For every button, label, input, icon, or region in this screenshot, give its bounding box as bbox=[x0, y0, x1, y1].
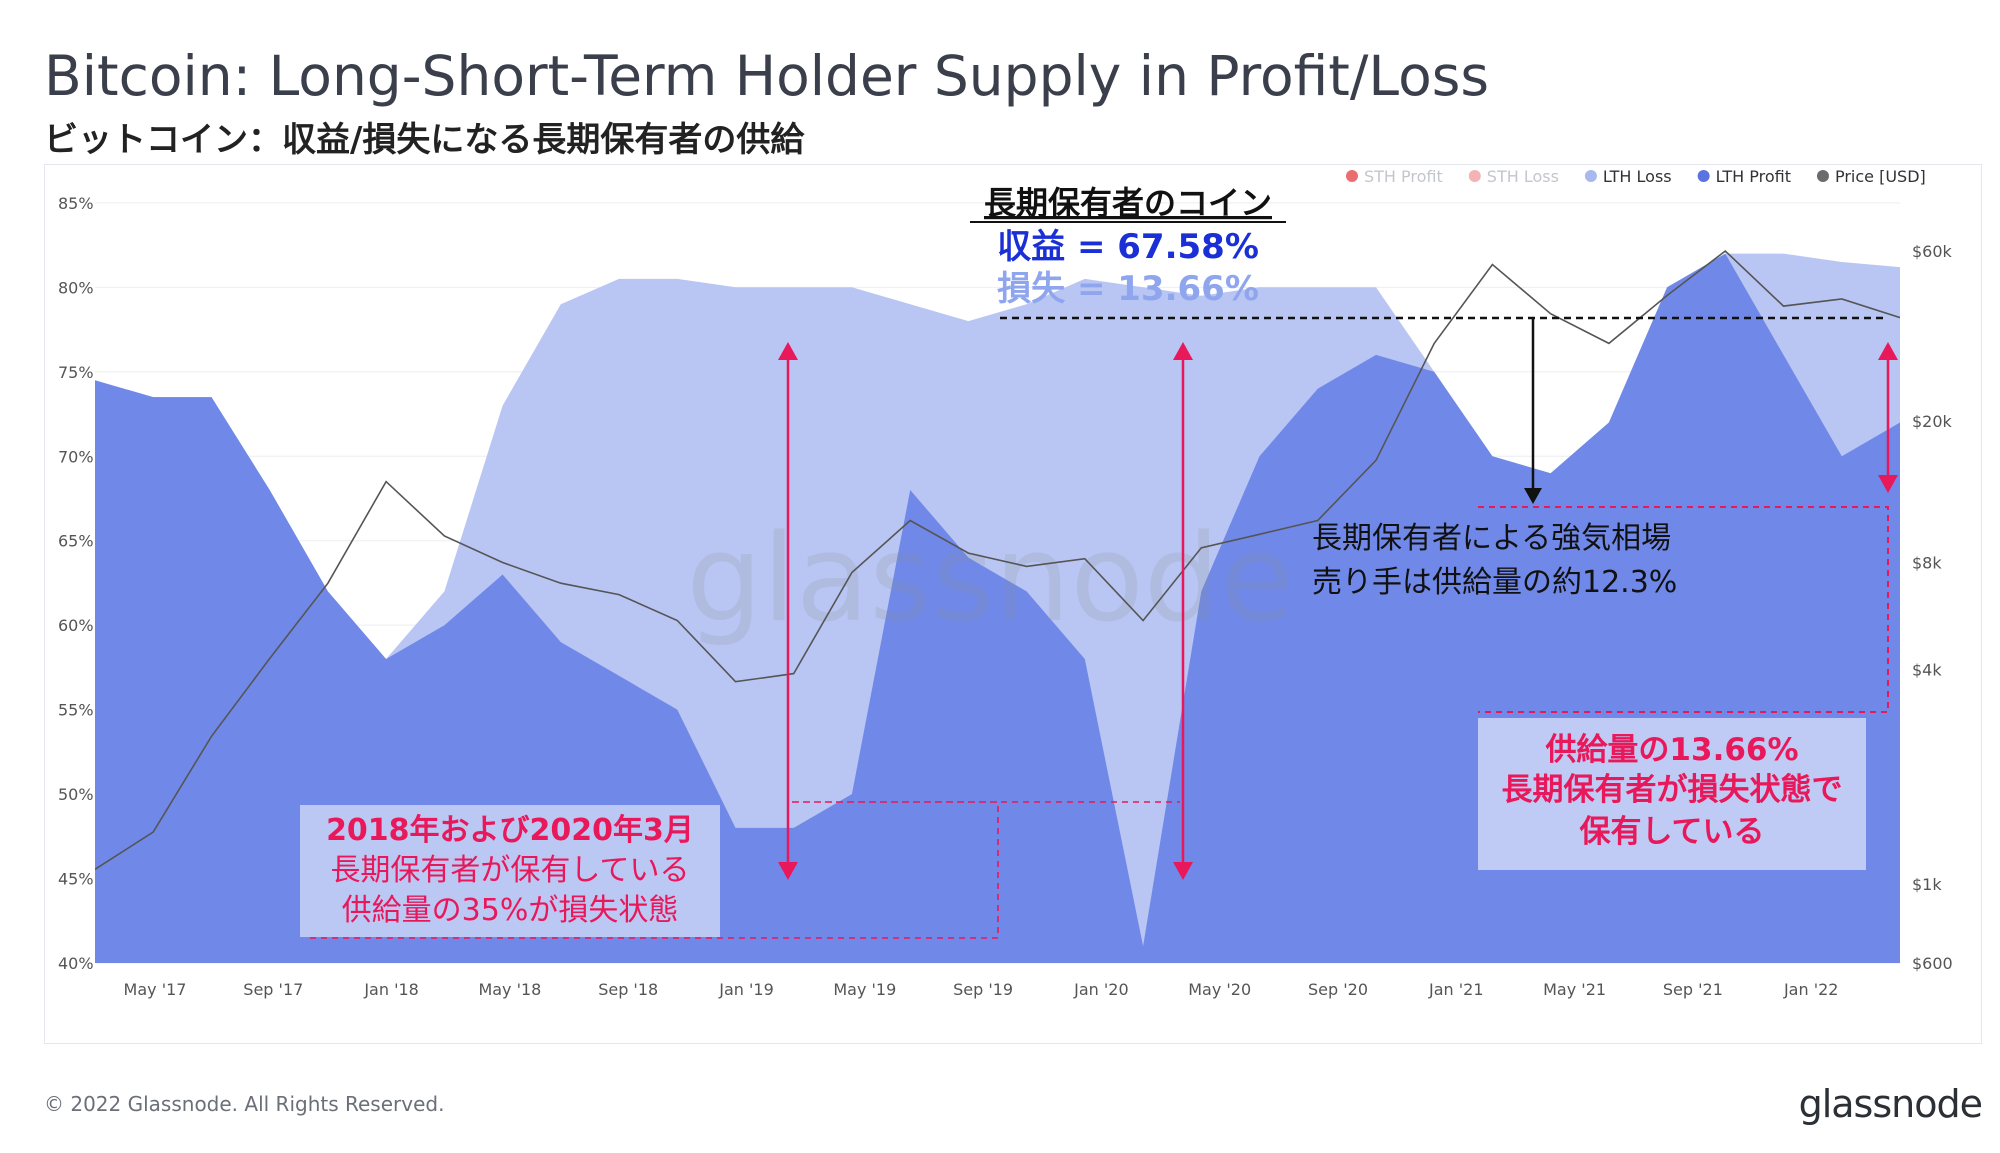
x-tick-label: Jan '20 bbox=[1073, 980, 1129, 999]
y-left-tick-label: 40% bbox=[58, 954, 94, 973]
page-title: Bitcoin: Long-Short-Term Holder Supply i… bbox=[44, 44, 1490, 108]
x-tick-label: Jan '21 bbox=[1428, 980, 1484, 999]
y-right-tick-label: $600 bbox=[1912, 954, 1953, 973]
x-tick-label: May '18 bbox=[478, 980, 541, 999]
legend: STH Profit STH Loss LTH Loss LTH Profit Pric… bbox=[1346, 167, 1926, 186]
y-left-tick-label: 45% bbox=[58, 870, 94, 889]
legend-marker bbox=[1468, 170, 1481, 182]
x-tick-label: May '20 bbox=[1188, 980, 1251, 999]
y-left-tick-label: 55% bbox=[58, 701, 94, 720]
y-left-tick-label: 65% bbox=[58, 532, 94, 551]
x-tick-label: Jan '22 bbox=[1783, 980, 1839, 999]
brand-logo: glassnode bbox=[1798, 1082, 1983, 1126]
x-tick-label: May '19 bbox=[833, 980, 896, 999]
legend-marker bbox=[1816, 170, 1829, 182]
x-tick-label: Sep '17 bbox=[243, 980, 303, 999]
profit-value: 収益 = 67.58% bbox=[997, 227, 1259, 267]
y-left-tick-label: 75% bbox=[58, 363, 94, 382]
legend-marker bbox=[1697, 170, 1710, 182]
x-tick-label: Jan '18 bbox=[363, 980, 419, 999]
y-left-tick-label: 70% bbox=[58, 447, 94, 466]
pink-dashed-box-left bbox=[310, 801, 1180, 939]
x-tick-label: Sep '21 bbox=[1663, 980, 1723, 999]
page-subtitle: ビットコイン：収益/損失になる長期保有者の供給 bbox=[44, 120, 805, 160]
legend-item: LTH Loss bbox=[1584, 167, 1672, 186]
legend-item: STH Loss bbox=[1468, 167, 1559, 186]
bull-line1: 長期保有者による強気相場 bbox=[1312, 521, 1671, 556]
legend-label: STH Profit bbox=[1364, 167, 1443, 186]
y-axis-right: $60k $20k $8k $4k $1k $600 bbox=[1912, 242, 1953, 973]
y-right-tick-label: $4k bbox=[1912, 661, 1942, 680]
legend-marker bbox=[1584, 170, 1597, 182]
lth-profit-area bbox=[95, 253, 1900, 964]
left-line3: 供給量の35%が損失状態 bbox=[342, 893, 679, 928]
right-note-box bbox=[1478, 718, 1866, 870]
left-line1: 2018年および2020年3月 bbox=[326, 813, 694, 848]
y-left-tick-label: 60% bbox=[58, 616, 94, 635]
right-line3: 保有している bbox=[1579, 814, 1764, 850]
y-right-tick-label: $60k bbox=[1912, 242, 1953, 261]
x-tick-label: Sep '18 bbox=[598, 980, 658, 999]
pink-dashed-box-right bbox=[1478, 506, 1889, 713]
x-tick-label: May '17 bbox=[124, 980, 187, 999]
left-line2: 長期保有者が保有している bbox=[330, 853, 689, 888]
annotation-texts: 長期保有者のコイン 収益 = 67.58% 損失 = 13.66% 長期保有者に… bbox=[300, 184, 1866, 937]
lth-header: 長期保有者のコイン bbox=[984, 184, 1272, 222]
y-left-tick-label: 50% bbox=[58, 785, 94, 804]
loss-value: 損失 = 13.66% bbox=[997, 269, 1259, 309]
bull-line2: 売り手は供給量の約12.3% bbox=[1312, 565, 1677, 600]
y-right-tick-label: $1k bbox=[1912, 875, 1942, 894]
y-left-tick-label: 85% bbox=[58, 194, 94, 213]
legend-label: STH Loss bbox=[1487, 167, 1559, 186]
watermark: glassnode bbox=[686, 510, 1294, 649]
copyright-footer: © 2022 Glassnode. All Rights Reserved. bbox=[44, 1092, 445, 1116]
x-tick-label: Sep '19 bbox=[953, 980, 1013, 999]
chart-frame bbox=[44, 164, 1982, 1044]
legend-item: LTH Profit bbox=[1697, 167, 1791, 186]
annotation-lines bbox=[310, 316, 1898, 939]
legend-item: STH Profit bbox=[1346, 167, 1443, 186]
x-tick-label: May '21 bbox=[1543, 980, 1606, 999]
y-right-tick-label: $20k bbox=[1912, 412, 1953, 431]
black-arrow-head bbox=[1524, 488, 1542, 504]
legend-item: Price [USD] bbox=[1816, 167, 1926, 186]
x-axis: May '17 Sep '17 Jan '18 May '18 Sep '18 Jan '… bbox=[124, 980, 1839, 999]
legend-label: LTH Loss bbox=[1603, 167, 1672, 186]
x-tick-label: Sep '20 bbox=[1308, 980, 1368, 999]
y-axis-left: 85% 80% 75% 70% 65% 60% 55% 50% 45% 40% bbox=[58, 194, 94, 973]
left-note-box bbox=[300, 805, 720, 937]
y-left-tick-label: 80% bbox=[58, 278, 94, 297]
x-tick-label: Jan '19 bbox=[718, 980, 774, 999]
y-right-tick-label: $8k bbox=[1912, 554, 1942, 573]
right-line2: 長期保有者が損失状態で bbox=[1502, 772, 1843, 808]
legend-label: LTH Profit bbox=[1716, 167, 1791, 186]
price-line bbox=[95, 249, 1900, 870]
right-line1: 供給量の13.66% bbox=[1544, 732, 1798, 768]
legend-label: Price [USD] bbox=[1835, 167, 1926, 186]
legend-marker bbox=[1346, 170, 1358, 182]
